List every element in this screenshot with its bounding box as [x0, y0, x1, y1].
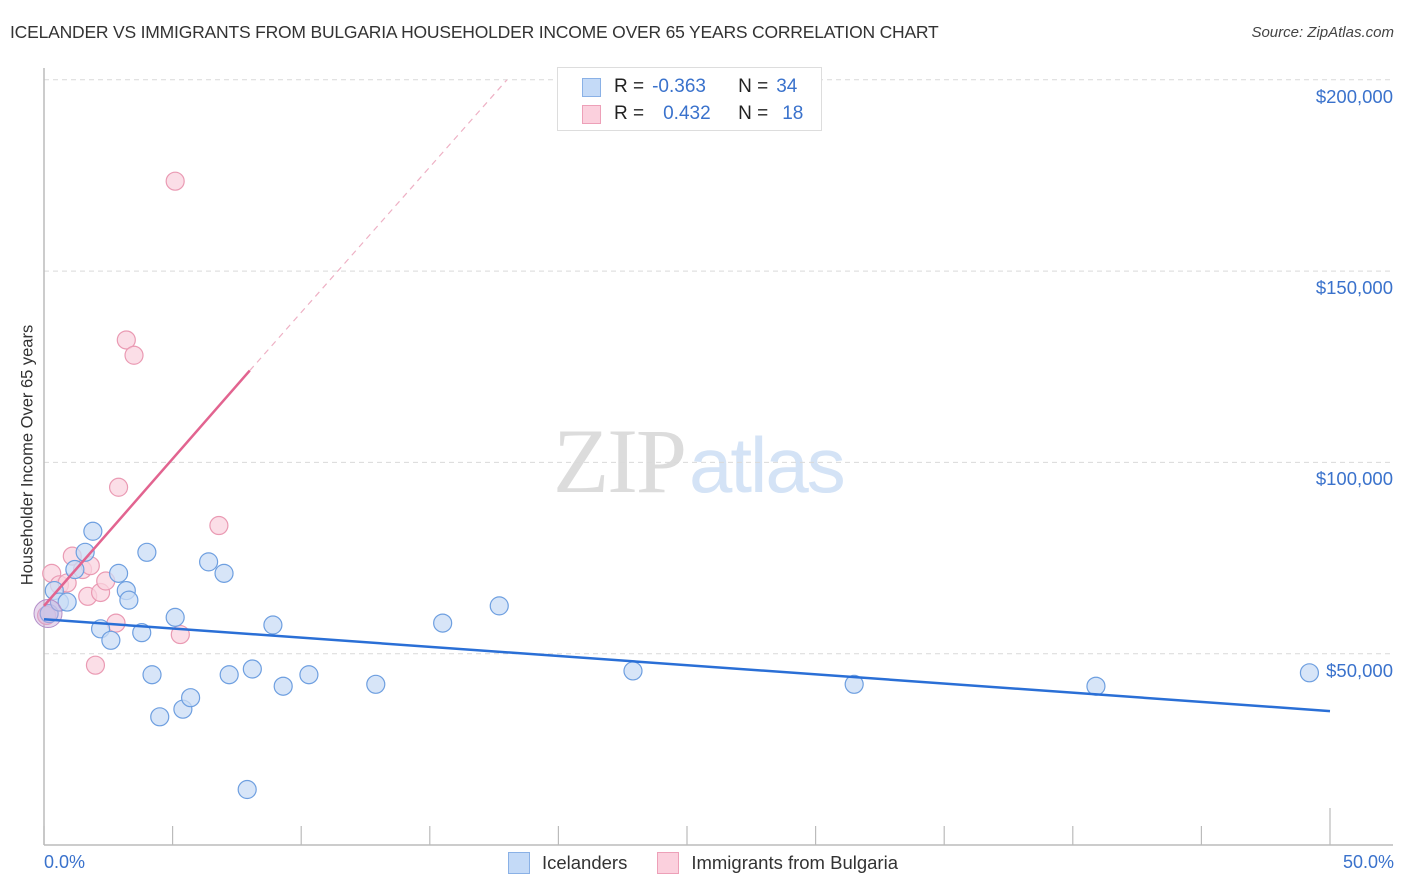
data-point: [1086, 676, 1106, 696]
data-point: [57, 592, 77, 612]
trend-line-bulgaria: [43, 369, 251, 607]
r-value: -0.363: [652, 76, 706, 97]
trend-lines: [43, 79, 1331, 713]
data-point: [142, 665, 162, 685]
stats-row-icelanders: R = -0.363 N = 34: [582, 75, 797, 99]
r-label: R =: [614, 76, 645, 97]
data-point: [199, 552, 219, 572]
data-point: [219, 665, 239, 685]
data-point: [101, 630, 121, 650]
n-value: 18: [782, 103, 804, 124]
pink-swatch-icon: [582, 104, 601, 124]
data-point: [366, 674, 386, 694]
data-point: [844, 674, 864, 694]
data-point: [1299, 663, 1320, 683]
legend-item-bulgaria[interactable]: Immigrants from Bulgaria: [657, 852, 898, 874]
legend-label: Icelanders: [541, 852, 628, 873]
gridlines: [44, 79, 1392, 655]
axes: [43, 68, 1393, 846]
data-point: [108, 477, 129, 497]
r-label: R =: [614, 103, 645, 124]
y-tick-100000: $100,000: [1315, 468, 1393, 489]
data-point: [165, 607, 185, 627]
x-tick-max: 50.0%: [1342, 852, 1394, 872]
data-point: [119, 590, 139, 610]
data-point: [83, 521, 103, 541]
watermark-atlas: atlas: [689, 421, 846, 509]
data-point: [263, 615, 283, 635]
chart-title: ICELANDER VS IMMIGRANTS FROM BULGARIA HO…: [10, 22, 939, 42]
watermark: ZIPatlas: [553, 408, 846, 514]
data-point: [181, 688, 201, 708]
data-point: [116, 330, 136, 350]
x-tick-min: 0.0%: [44, 852, 86, 872]
data-point: [433, 613, 453, 633]
stats-row-bulgaria: R = 0.432 N = 18: [582, 102, 803, 126]
data-point: [124, 345, 144, 365]
watermark-zip: ZIP: [553, 410, 687, 512]
y-tick-150000: $150,000: [1315, 277, 1393, 298]
data-point: [273, 676, 293, 696]
data-point: [75, 542, 95, 562]
source-label: Source: ZipAtlas.com: [1251, 24, 1394, 41]
n-label: N =: [738, 103, 769, 124]
data-point: [150, 707, 170, 727]
stats-box: R = -0.363 N = 34 R = 0.432 N = 18: [557, 67, 822, 131]
data-point: [137, 542, 157, 562]
data-point: [165, 171, 185, 191]
n-value: 34: [776, 76, 798, 97]
series-icelanders: [33, 521, 1320, 800]
y-tick-200000: $200,000: [1315, 86, 1393, 107]
data-point: [299, 665, 319, 685]
data-point: [237, 779, 257, 800]
legend-item-icelanders[interactable]: Icelanders: [507, 852, 628, 874]
y-axis-label: Householder Income Over 65 years: [18, 324, 37, 586]
legend-label: Immigrants from Bulgaria: [691, 852, 898, 873]
data-point: [209, 515, 229, 536]
r-value: 0.432: [663, 103, 711, 124]
data-point: [214, 563, 234, 583]
blue-swatch-icon: [582, 77, 601, 97]
data-point: [242, 659, 262, 679]
data-point: [623, 661, 643, 681]
n-label: N =: [738, 76, 769, 97]
legend: Icelanders Immigrants from Bulgaria: [0, 852, 1406, 874]
data-point: [33, 599, 63, 629]
blue-swatch-icon: [507, 852, 530, 874]
data-point: [85, 655, 106, 675]
data-point: [108, 563, 129, 583]
pink-swatch-icon: [657, 852, 680, 874]
data-point: [489, 596, 509, 616]
trend-line-bulgaria-extension: [249, 79, 508, 371]
trend-line-icelanders: [43, 618, 1331, 713]
y-tick-50000: $50,000: [1326, 660, 1393, 681]
data-point: [132, 623, 152, 643]
